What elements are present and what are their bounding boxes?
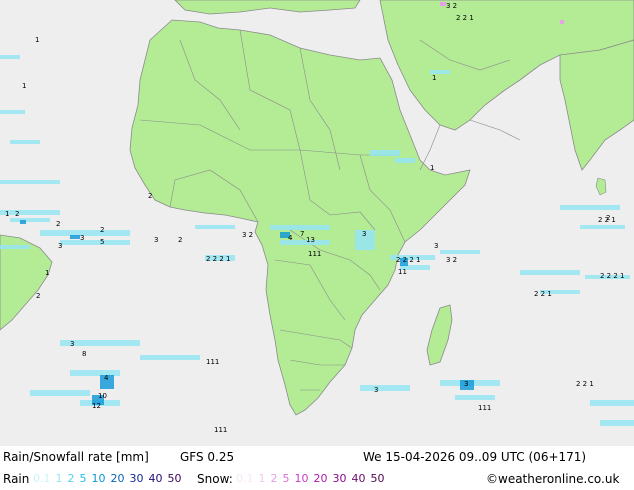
- snow-scale: 0.1 1 2 5 10 20 30 40 50: [236, 472, 385, 485]
- snow-scale-item: 50: [370, 472, 385, 485]
- map-label: 10: [98, 392, 107, 400]
- map-label: 2: [148, 192, 152, 200]
- rain-scale-item: 5: [79, 472, 87, 485]
- sri-lanka-landmass: [595, 177, 607, 196]
- map-label: 3: [374, 386, 378, 394]
- snow-scale-item: 40: [351, 472, 366, 485]
- weather-map: 1 1 2 1 2 2 2 3 5 3 3 2 2 2 2 1 3 2 7 4 …: [0, 0, 634, 446]
- map-label: 2: [15, 210, 19, 218]
- map-label: 3 2: [446, 256, 457, 264]
- map-label: 3: [70, 340, 74, 348]
- map-label: 1: [432, 74, 436, 82]
- map-label: 1: [35, 36, 39, 44]
- india-landmass: [559, 39, 634, 171]
- snow-areas: [440, 2, 564, 24]
- rain-scale-item: 50: [167, 472, 182, 485]
- map-label: 1: [22, 82, 26, 90]
- chart-title: Rain/Snowfall rate [mm]: [3, 450, 149, 464]
- map-label: 2 2 1: [456, 14, 474, 22]
- map-label: 2: [100, 226, 104, 234]
- rain-label: Rain: [3, 472, 30, 486]
- map-label: 4: [104, 374, 109, 382]
- europe-landmass: [174, 0, 361, 15]
- snow-scale-item: 0.1: [236, 472, 254, 485]
- south-america-landmass: [0, 234, 53, 331]
- rain-scale-item: 2: [67, 472, 75, 485]
- model-name: GFS 0.25: [180, 450, 235, 464]
- map-label: 3 2: [446, 2, 457, 10]
- snow-scale-item: 30: [332, 472, 347, 485]
- legend-title-row: Rain/Snowfall rate [mm] GFS 0.25 We 15-0…: [0, 446, 634, 468]
- map-label: 3: [464, 380, 468, 388]
- snow-scale-item: 10: [294, 472, 309, 485]
- snow-scale-item: 2: [270, 472, 278, 485]
- map-label: 3 2: [242, 231, 253, 239]
- map-label: 1: [430, 164, 434, 172]
- map-label: 1: [5, 210, 9, 218]
- map-label: 2: [606, 214, 610, 222]
- rain-scale-item: 20: [110, 472, 125, 485]
- map-label: 2 2 2 1: [396, 256, 421, 264]
- rain-scale-item: 1: [55, 472, 63, 485]
- map-label: 111: [478, 404, 491, 412]
- map-value-labels: 1 1 2 1 2 2 2 3 5 3 3 2 2 2 2 1 3 2 7 4 …: [5, 2, 625, 434]
- map-label: 2: [178, 236, 182, 244]
- map-label: 5: [100, 238, 104, 246]
- map-label: 12: [92, 402, 101, 410]
- snow-label: Snow:: [197, 472, 233, 486]
- map-label: 2 2 1: [534, 290, 552, 298]
- map-label: 2 2 2 1: [206, 255, 231, 263]
- rain-heavy-areas: [20, 220, 474, 405]
- snow-scale-item: 5: [282, 472, 290, 485]
- map-label: 11: [398, 268, 407, 276]
- map-label: 2 2 1: [576, 380, 594, 388]
- map-label: 2: [56, 220, 60, 228]
- map-label: 2 2 2 1: [600, 272, 625, 280]
- snow-scale-item: 1: [258, 472, 266, 485]
- map-label: 2: [36, 292, 40, 300]
- map-label: 111: [214, 426, 227, 434]
- map-label: 13: [306, 236, 315, 244]
- rain-scale-item: 40: [148, 472, 163, 485]
- map-label: 8: [82, 350, 86, 358]
- rain-scale: 0.1 1 2 5 10 20 30 40 50: [33, 472, 182, 485]
- credit-text: ©weatheronline.co.uk: [486, 472, 620, 486]
- snow-scale-item: 20: [313, 472, 328, 485]
- legend-scale-row: Rain 0.1 1 2 5 10 20 30 40 50 Snow: 0.1 1 2 5 10 20 30…: [0, 468, 634, 490]
- map-label: 7: [300, 230, 304, 238]
- rain-scale-item: 30: [129, 472, 144, 485]
- map-label: 111: [308, 250, 321, 258]
- map-label: 2 2 1: [598, 216, 616, 224]
- valid-time: We 15-04-2026 09..09 UTC (06+171): [363, 450, 587, 464]
- map-label: 3: [154, 236, 158, 244]
- rain-scale-item: 10: [91, 472, 106, 485]
- madagascar-landmass: [426, 304, 453, 366]
- map-label: 111: [206, 358, 219, 366]
- map-label: 4: [288, 234, 293, 242]
- africa-landmass: [129, 19, 471, 416]
- map-label: 1: [45, 269, 49, 277]
- rain-scale-item: 0.1: [33, 472, 51, 485]
- map-label: 3: [58, 242, 62, 250]
- map-label: 3: [362, 230, 366, 238]
- map-label: 3: [434, 242, 438, 250]
- map-label: 3: [80, 234, 84, 242]
- rain-areas: [0, 55, 634, 426]
